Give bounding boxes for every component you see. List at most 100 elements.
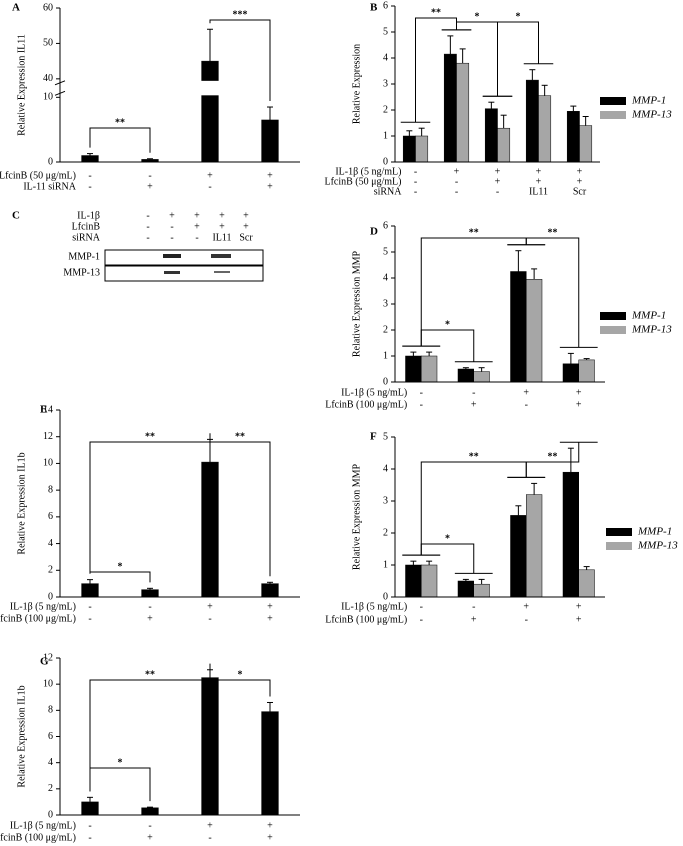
y-tick-label: 3: [383, 78, 388, 89]
condition-value: +: [147, 613, 153, 624]
condition-value: +: [169, 210, 175, 221]
significance-bracket: [89, 127, 151, 153]
condition-value: -: [88, 832, 91, 843]
y-tick-label: 3: [383, 298, 388, 309]
condition-value: +: [147, 181, 153, 192]
significance-label: **: [145, 669, 155, 680]
error-bar: [462, 578, 469, 581]
y-tick-label: 60: [43, 2, 53, 13]
bar: [562, 471, 579, 598]
condition-name: LfcinB (100 μg/mL): [325, 399, 407, 410]
condition-value: +: [576, 399, 582, 410]
legend-label: MMP-13: [631, 324, 672, 336]
condition-value: -: [148, 601, 151, 612]
condition-value: +: [219, 221, 225, 232]
y-tick-label: 6: [383, 0, 388, 11]
axis-break-gap: [61, 80, 301, 96]
condition-name: LfcinB (100 μg/mL): [325, 614, 407, 625]
y-tick-label: 6: [48, 731, 53, 742]
y-tick-label: 2: [383, 324, 388, 335]
bar: [405, 564, 422, 598]
y-tick-label: 6: [383, 220, 388, 231]
y-tick-label: 10: [43, 678, 53, 689]
error-bar: [87, 796, 93, 802]
bar: [578, 569, 595, 598]
condition-value: -: [148, 170, 151, 181]
condition-name: IL-11 siRNA: [23, 181, 76, 192]
significance-label: *: [118, 561, 123, 572]
condition-value: -: [420, 387, 423, 398]
significance-label: **: [548, 227, 558, 238]
error-bar: [529, 69, 536, 81]
y-tick-label: 12: [43, 431, 53, 442]
bar: [510, 515, 527, 598]
bar: [141, 589, 159, 598]
bar: [421, 355, 438, 383]
blot-frame: [104, 249, 264, 266]
significance-label: **: [469, 227, 479, 238]
error-bar: [447, 35, 454, 55]
bar: [402, 135, 416, 163]
condition-value: -: [88, 613, 91, 624]
condition-value: -: [420, 614, 423, 625]
error-bar: [267, 581, 273, 584]
panel-letter: F: [370, 431, 377, 443]
bar: [141, 807, 159, 816]
error-bar: [87, 153, 93, 156]
condition-value: +: [243, 221, 249, 232]
bar: [497, 127, 511, 163]
error-bar: [583, 566, 590, 570]
error-bar: [267, 701, 273, 712]
significance-bracket: [89, 571, 151, 583]
y-tick-label: 6: [48, 511, 53, 522]
condition-value: +: [267, 832, 273, 843]
significance-bracket: [89, 433, 211, 574]
y-tick-label: 2: [48, 565, 53, 576]
panel-letter: C: [12, 210, 20, 222]
error-bar: [459, 48, 466, 64]
condition-name: IL-1β (5 ng/mL): [10, 601, 76, 612]
condition-value: -: [208, 613, 211, 624]
y-tick-label: 0: [383, 591, 388, 602]
condition-value: +: [194, 221, 200, 232]
bar: [261, 711, 279, 816]
condition-name: IL-1β (5 ng/mL): [335, 166, 401, 177]
condition-value: -: [496, 186, 499, 197]
y-tick-label: 1: [383, 350, 388, 361]
y-axis-label: Relative Expression: [351, 44, 362, 124]
significance-bracket: [525, 237, 580, 348]
y-tick-label: 0: [383, 156, 388, 167]
condition-value: +: [207, 601, 213, 612]
condition-value: +: [576, 601, 582, 612]
error-bar: [515, 505, 522, 516]
y-tick-label: 14: [43, 404, 53, 415]
error-bar: [207, 28, 213, 62]
condition-value: +: [523, 601, 529, 612]
condition-value: +: [194, 210, 200, 221]
condition-value: +: [207, 170, 213, 181]
condition-value: IL11: [529, 186, 548, 197]
significance-label: ***: [233, 9, 248, 20]
y-tick-label: 50: [43, 38, 53, 49]
condition-value: Scr: [573, 186, 587, 197]
error-bar: [515, 250, 522, 272]
legend-label: MMP-1: [631, 95, 666, 107]
y-tick-label: 0: [48, 591, 53, 602]
y-axis-label: Relative Expression IL1b: [16, 685, 27, 787]
condition-name: LfcinB: [72, 221, 101, 232]
condition-value: -: [170, 232, 173, 243]
bar: [562, 363, 579, 383]
condition-value: IL11: [212, 232, 231, 243]
condition-value: -: [414, 176, 417, 187]
legend-swatch: [600, 97, 626, 105]
condition-value: +: [454, 166, 460, 177]
condition-value: -: [455, 176, 458, 187]
condition-name: LfcinB (50 μg/mL): [0, 170, 76, 181]
y-tick-label: 2: [48, 783, 53, 794]
condition-value: +: [577, 166, 583, 177]
error-bar: [426, 351, 433, 356]
bar: [261, 583, 279, 598]
significance-label: **: [431, 7, 441, 18]
y-tick-label: 10: [43, 92, 53, 103]
condition-value: -: [414, 186, 417, 197]
